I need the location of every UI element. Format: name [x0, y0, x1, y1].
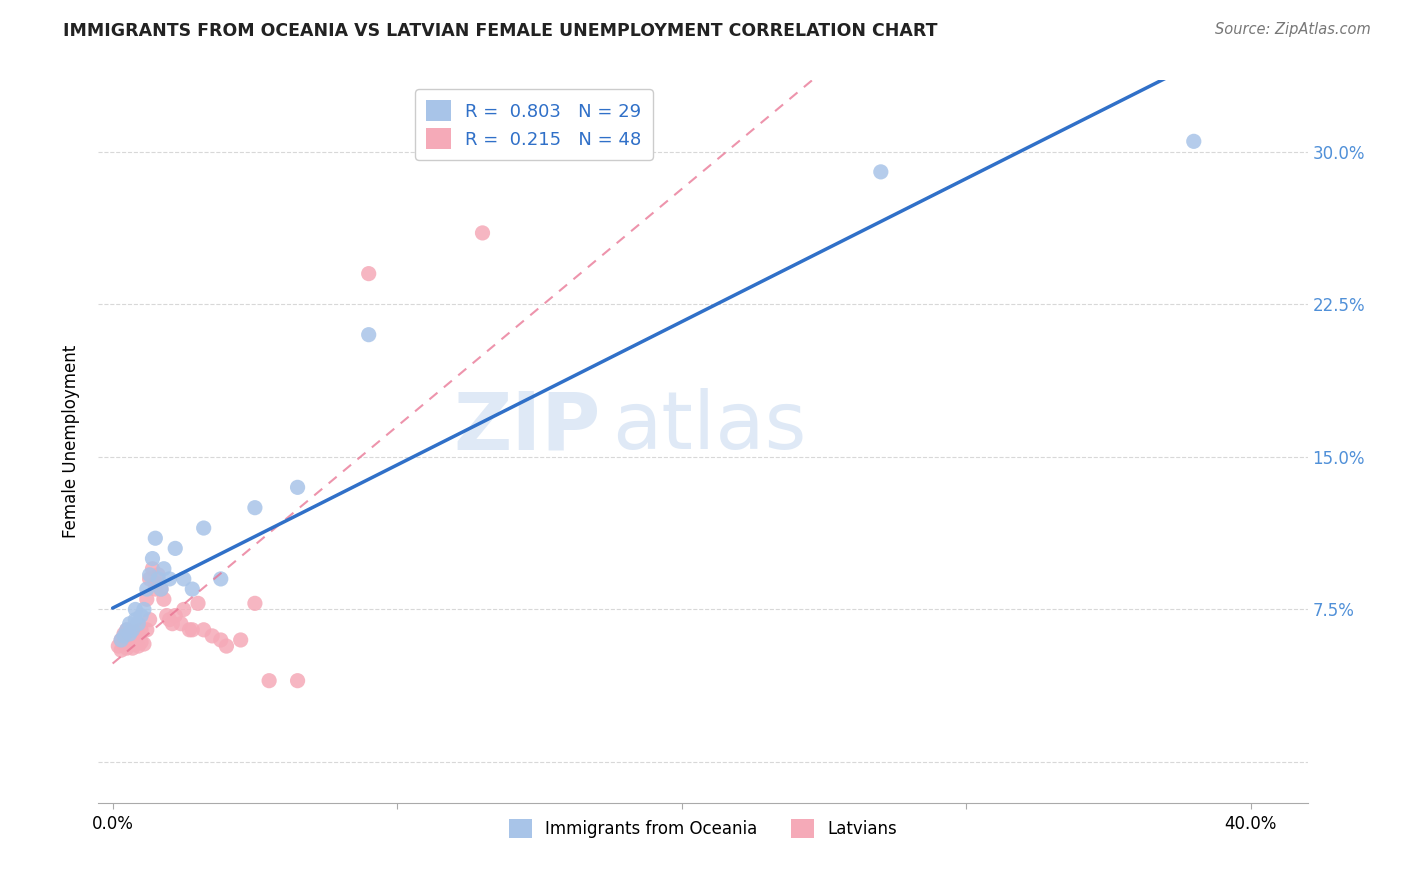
Point [287, 673, 309, 688]
Y-axis label: Female Unemployment: Female Unemployment [62, 345, 80, 538]
Point [121, 629, 143, 643]
Point [138, 572, 160, 586]
Point [118, 627, 141, 641]
Point [132, 637, 155, 651]
Point [129, 608, 152, 623]
Point [471, 226, 494, 240]
Point [187, 596, 209, 610]
Point [141, 551, 163, 566]
Point [115, 623, 138, 637]
Point [193, 521, 215, 535]
Point [124, 637, 146, 651]
Point [124, 602, 146, 616]
Point [143, 531, 166, 545]
Point [153, 592, 176, 607]
Text: IMMIGRANTS FROM OCEANIA VS LATVIAN FEMALE UNEMPLOYMENT CORRELATION CHART: IMMIGRANTS FROM OCEANIA VS LATVIAN FEMAL… [63, 22, 938, 40]
Point [121, 623, 143, 637]
Point [209, 632, 232, 647]
Point [141, 562, 163, 576]
Point [110, 632, 132, 647]
Point [287, 480, 309, 494]
Point [118, 616, 141, 631]
Point [201, 629, 224, 643]
Point [209, 572, 232, 586]
Point [357, 267, 380, 281]
Point [193, 623, 215, 637]
Point [118, 637, 141, 651]
Point [112, 637, 135, 651]
Point [179, 623, 201, 637]
Point [110, 632, 132, 647]
Point [138, 613, 160, 627]
Point [115, 641, 138, 656]
Point [357, 327, 380, 342]
Point [229, 632, 252, 647]
Point [107, 639, 129, 653]
Point [115, 623, 138, 637]
Point [121, 641, 143, 656]
Point [132, 602, 155, 616]
Point [135, 582, 157, 596]
Point [257, 673, 280, 688]
Point [243, 596, 266, 610]
Point [150, 582, 173, 596]
Point [1182, 134, 1205, 148]
Point [869, 165, 891, 179]
Point [159, 613, 181, 627]
Point [110, 643, 132, 657]
Point [159, 572, 181, 586]
Point [112, 627, 135, 641]
Point [124, 613, 146, 627]
Point [243, 500, 266, 515]
Point [215, 639, 238, 653]
Point [129, 623, 152, 637]
Point [127, 639, 149, 653]
Point [129, 635, 152, 649]
Point [143, 576, 166, 591]
Point [146, 567, 169, 582]
Point [135, 592, 157, 607]
Point [173, 572, 195, 586]
Point [181, 623, 204, 637]
Point [165, 608, 187, 623]
Point [135, 623, 157, 637]
Point [138, 567, 160, 582]
Point [115, 629, 138, 643]
Point [143, 582, 166, 596]
Point [118, 627, 141, 641]
Point [165, 541, 187, 556]
Legend: Immigrants from Oceania, Latvians: Immigrants from Oceania, Latvians [502, 813, 904, 845]
Point [124, 624, 146, 639]
Point [162, 616, 184, 631]
Text: atlas: atlas [613, 388, 807, 467]
Point [170, 616, 193, 631]
Point [127, 616, 149, 631]
Text: ZIP: ZIP [453, 388, 600, 467]
Point [173, 602, 195, 616]
Point [146, 572, 169, 586]
Point [150, 582, 173, 596]
Point [153, 562, 176, 576]
Text: Source: ZipAtlas.com: Source: ZipAtlas.com [1215, 22, 1371, 37]
Point [112, 629, 135, 643]
Point [127, 627, 149, 641]
Point [156, 608, 179, 623]
Point [181, 582, 204, 596]
